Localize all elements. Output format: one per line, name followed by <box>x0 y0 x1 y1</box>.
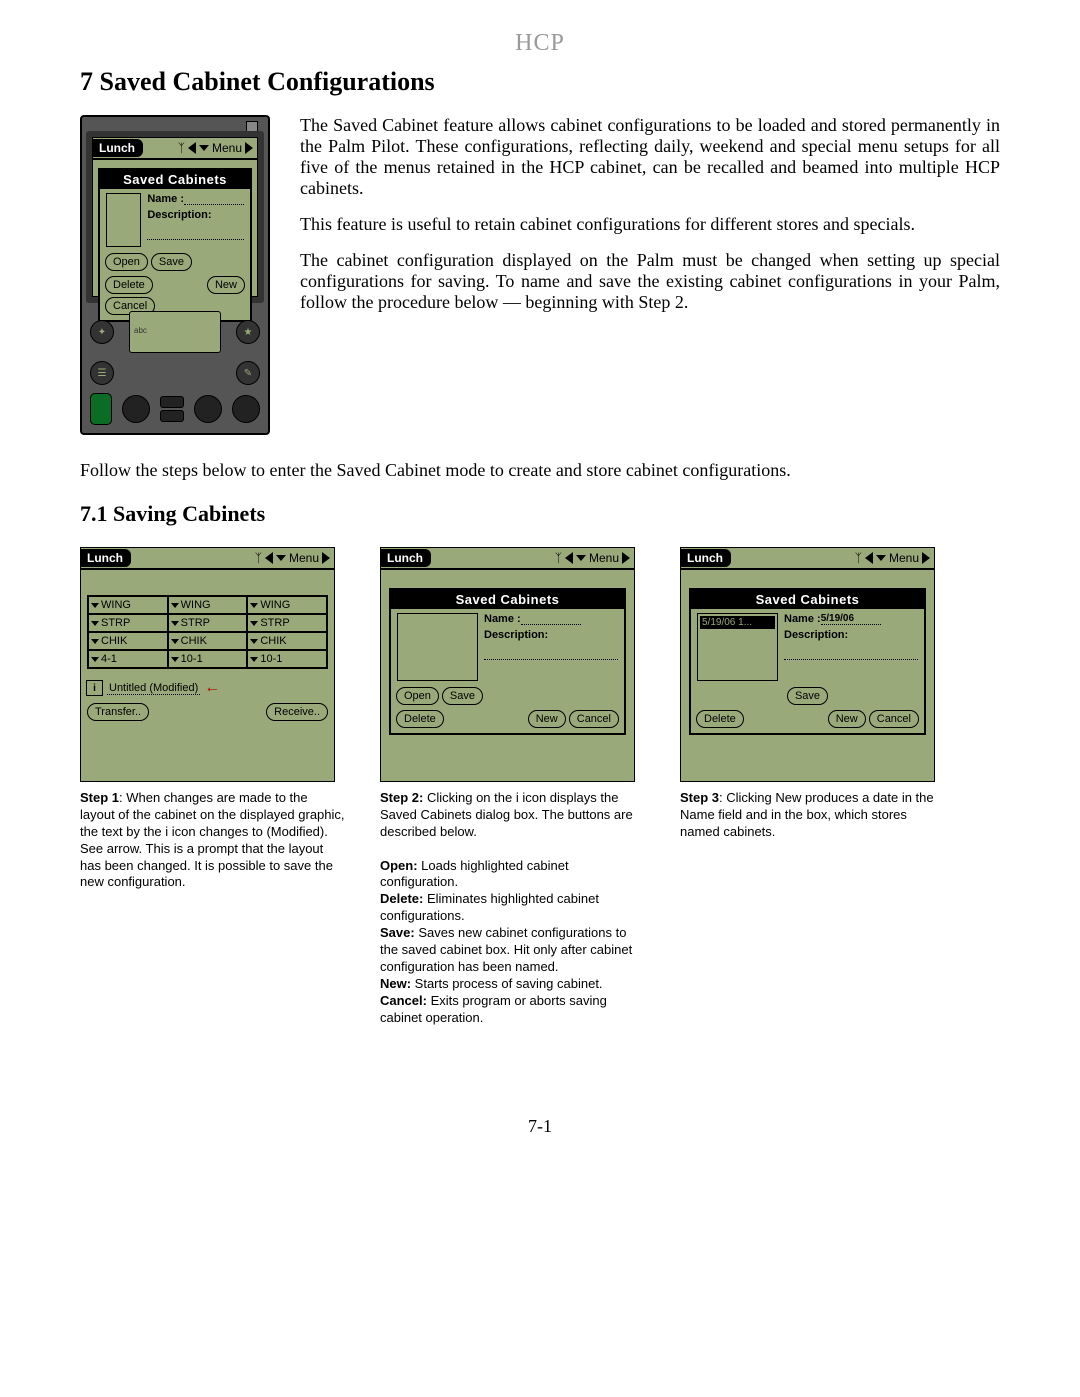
menu-dropdown-icon[interactable] <box>876 555 886 561</box>
name-label: Name : <box>147 193 184 205</box>
intro-paragraph-1: The Saved Cabinet feature allows cabinet… <box>300 115 1000 199</box>
open-button[interactable]: Open <box>105 253 148 271</box>
prev-icon[interactable] <box>565 552 573 564</box>
prev-icon[interactable] <box>865 552 873 564</box>
description-label: Description: <box>147 209 211 221</box>
cabinet-list[interactable] <box>106 193 141 247</box>
hard-button-1 <box>122 395 150 423</box>
delete-button[interactable]: Delete <box>396 710 444 728</box>
info-icon[interactable]: i <box>86 680 103 696</box>
next-icon[interactable] <box>922 552 930 564</box>
new-button[interactable]: New <box>828 710 866 728</box>
cabinet-grid: WING WING WING STRP STRP STRP CHIK CHIK … <box>87 595 328 669</box>
menu-dropdown-icon[interactable] <box>199 145 209 151</box>
menu-label[interactable]: Menu <box>212 141 242 155</box>
step2-caption: Step 2: Clicking on the i icon displays … <box>380 790 645 1026</box>
power-hard-button <box>90 393 112 425</box>
step1-screen: Lunch ᛉ Menu WING WING WING STRP STRP <box>80 547 335 782</box>
next-icon[interactable] <box>245 142 253 154</box>
prev-icon[interactable] <box>188 142 196 154</box>
screen-tab[interactable]: Lunch <box>81 549 131 567</box>
intro-paragraph-3: The cabinet configuration displayed on t… <box>300 250 1000 313</box>
next-icon[interactable] <box>322 552 330 564</box>
step3-screen: Lunch ᛉ Menu Saved Cabinets 5/19/06 1... <box>680 547 935 782</box>
step2-screen: Lunch ᛉ Menu Saved Cabinets Name : Descr… <box>380 547 635 782</box>
new-button[interactable]: New <box>207 276 245 294</box>
cancel-button[interactable]: Cancel <box>869 710 919 728</box>
screen-tab[interactable]: Lunch <box>93 139 143 157</box>
transfer-button[interactable]: Transfer.. <box>87 703 149 721</box>
page-number: 7-1 <box>80 1116 1000 1137</box>
page-header: HCP <box>80 30 1000 57</box>
signal-icon: ᛉ <box>255 551 262 565</box>
dialog-title: Saved Cabinets <box>391 590 624 609</box>
save-button[interactable]: Save <box>442 687 483 705</box>
save-button[interactable]: Save <box>151 253 192 271</box>
open-button[interactable]: Open <box>396 687 439 705</box>
description-input[interactable] <box>484 647 618 660</box>
status-text: Untitled (Modified) <box>107 682 200 695</box>
delete-button[interactable]: Delete <box>696 710 744 728</box>
step3-caption: Step 3: Clicking New produces a date in … <box>680 790 945 841</box>
prev-icon[interactable] <box>265 552 273 564</box>
delete-button[interactable]: Delete <box>105 276 153 294</box>
side-button-bottom-right-icon: ✎ <box>236 361 260 385</box>
signal-icon: ᛉ <box>855 551 862 565</box>
menu-label[interactable]: Menu <box>889 551 919 565</box>
arrow-annotation-icon: ← <box>204 679 220 697</box>
section-title: 7 Saved Cabinet Configurations <box>80 67 1000 97</box>
signal-icon: ᛉ <box>555 551 562 565</box>
menu-label[interactable]: Menu <box>289 551 319 565</box>
follow-paragraph: Follow the steps below to enter the Save… <box>80 460 1000 481</box>
name-input[interactable]: 5/19/06 <box>821 614 881 625</box>
name-label: Name : <box>484 613 521 625</box>
hard-button-3 <box>232 395 260 423</box>
side-button-bottom-left-icon: ☰ <box>90 361 114 385</box>
menu-dropdown-icon[interactable] <box>576 555 586 561</box>
save-button[interactable]: Save <box>787 687 828 705</box>
dialog-title: Saved Cabinets <box>691 590 924 609</box>
menu-label[interactable]: Menu <box>589 551 619 565</box>
signal-icon: ᛉ <box>178 141 185 155</box>
description-input[interactable] <box>784 647 918 660</box>
list-item[interactable]: 5/19/06 1... <box>700 616 775 629</box>
dialog-title: Saved Cabinets <box>100 170 250 189</box>
menu-dropdown-icon[interactable] <box>276 555 286 561</box>
dpad-icon <box>160 396 184 422</box>
next-icon[interactable] <box>622 552 630 564</box>
graffiti-area: abc <box>129 311 221 353</box>
description-label: Description: <box>484 629 548 641</box>
screen-tab[interactable]: Lunch <box>681 549 731 567</box>
description-label: Description: <box>784 629 848 641</box>
name-input[interactable] <box>521 624 581 625</box>
subsection-title: 7.1 Saving Cabinets <box>80 501 1000 527</box>
intro-paragraph-2: This feature is useful to retain cabinet… <box>300 214 1000 235</box>
step1-caption: Step 1: When changes are made to the lay… <box>80 790 345 891</box>
side-button-top-right-icon: ★ <box>236 320 260 344</box>
cancel-button[interactable]: Cancel <box>569 710 619 728</box>
cabinet-list[interactable]: 5/19/06 1... <box>697 613 778 681</box>
hard-button-2 <box>194 395 222 423</box>
receive-button[interactable]: Receive.. <box>266 703 328 721</box>
screen-tab[interactable]: Lunch <box>381 549 431 567</box>
cabinet-list[interactable] <box>397 613 478 681</box>
new-button[interactable]: New <box>528 710 566 728</box>
side-button-top-left-icon: ✦ <box>90 320 114 344</box>
palm-device-figure: Lunch ᛉ Menu Saved Cabinets <box>80 115 270 435</box>
name-label: Name : <box>784 613 821 625</box>
